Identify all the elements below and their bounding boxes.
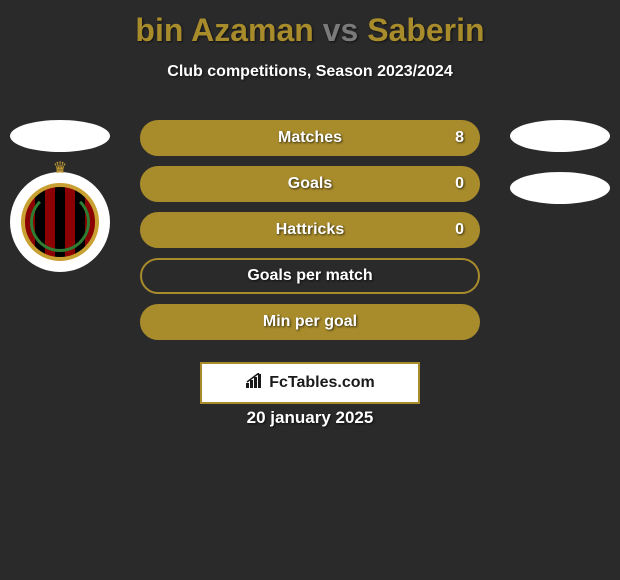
bar-label: Min per goal: [263, 313, 357, 331]
player2-name: Saberin: [367, 12, 484, 48]
bar-label: Matches: [278, 129, 342, 147]
crown-icon: ♛: [53, 158, 67, 178]
bar-label: Goals per match: [247, 267, 372, 285]
player1-club-badge: ♛: [10, 172, 110, 272]
date-text: 20 january 2025: [0, 408, 620, 428]
stat-bar-goals: Goals 0: [140, 166, 480, 202]
comparison-title: bin Azaman vs Saberin: [0, 0, 620, 49]
player2-placeholder-badge-2: [510, 172, 610, 204]
stat-bar-goals-per-match: Goals per match: [140, 258, 480, 294]
stat-bar-hattricks: Hattricks 0: [140, 212, 480, 248]
bar-label: Goals: [288, 175, 332, 193]
left-badge-column: ♛: [10, 120, 110, 272]
right-badge-column: [510, 120, 610, 224]
wreath-icon: [30, 192, 90, 252]
club-shield-icon: [21, 183, 99, 261]
stat-bars: Matches 8 Goals 0 Hattricks 0 Goals per …: [140, 120, 480, 350]
bar-value: 8: [455, 129, 464, 147]
fctables-logo: FcTables.com: [200, 362, 420, 404]
logo-text: FcTables.com: [245, 373, 375, 394]
bar-value: 0: [455, 221, 464, 239]
logo-label: FcTables.com: [269, 374, 375, 392]
player1-name: bin Azaman: [135, 12, 313, 48]
bar-fill: Hattricks 0: [140, 212, 480, 248]
stat-bar-matches: Matches 8: [140, 120, 480, 156]
bar-fill: Min per goal: [140, 304, 480, 340]
player1-placeholder-badge: [10, 120, 110, 152]
bar-fill: Goals per match: [140, 258, 480, 294]
subtitle: Club competitions, Season 2023/2024: [0, 63, 620, 81]
vs-text: vs: [314, 12, 367, 48]
chart-icon: [245, 373, 265, 394]
bar-label: Hattricks: [276, 221, 344, 239]
bar-fill: Goals 0: [140, 166, 480, 202]
stat-bar-min-per-goal: Min per goal: [140, 304, 480, 340]
bar-value: 0: [455, 175, 464, 193]
player2-placeholder-badge-1: [510, 120, 610, 152]
bar-fill: Matches 8: [140, 120, 480, 156]
